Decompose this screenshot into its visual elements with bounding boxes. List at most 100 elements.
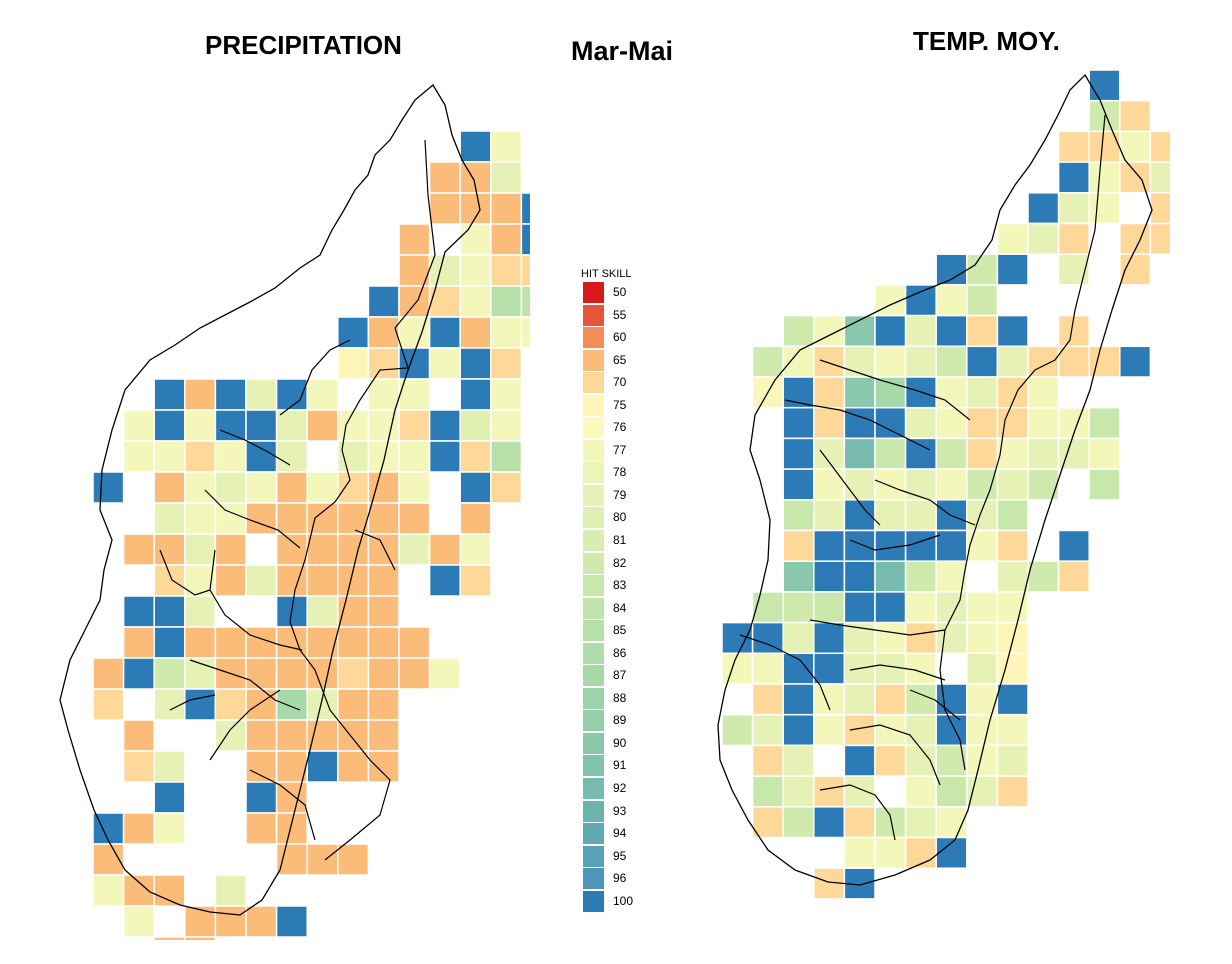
skill-cell — [337, 750, 370, 783]
precipitation-coastline — [59, 84, 481, 916]
skill-cell — [874, 652, 907, 685]
skill-cell — [214, 874, 247, 907]
skill-cell — [459, 223, 492, 256]
skill-cell — [843, 621, 876, 655]
legend-item: 91 — [578, 755, 648, 778]
skill-cell — [904, 775, 937, 808]
skill-cell — [966, 499, 999, 532]
skill-cell — [966, 652, 999, 685]
skill-cell — [966, 376, 999, 409]
skill-cell — [843, 591, 876, 624]
skill-cell — [1088, 192, 1121, 225]
skill-cell — [459, 285, 492, 318]
skill-cell — [813, 806, 846, 839]
legend-item: 89 — [578, 710, 648, 733]
skill-cell — [153, 936, 186, 940]
skill-cell — [1088, 437, 1121, 470]
legend-swatch — [583, 484, 604, 506]
skill-cell — [306, 843, 339, 876]
skill-cell — [245, 750, 278, 783]
skill-cell — [122, 440, 155, 473]
skill-cell — [843, 713, 876, 747]
skill-cell — [904, 591, 937, 624]
skill-cell — [751, 683, 784, 716]
skill-cell — [398, 378, 431, 411]
skill-cell — [92, 874, 125, 907]
skill-cell — [428, 440, 461, 473]
legend-item: 94 — [578, 823, 648, 846]
skill-cell — [1149, 222, 1170, 255]
skill-cell — [153, 378, 186, 411]
skill-cell — [935, 775, 968, 808]
legend-label: 86 — [613, 645, 627, 660]
skill-cell — [245, 719, 278, 752]
skill-cell — [966, 529, 999, 562]
skill-cell — [904, 468, 937, 501]
skill-cell — [904, 406, 937, 440]
skill-cell — [245, 812, 278, 845]
skill-cell — [398, 657, 431, 690]
skill-cell — [843, 744, 876, 777]
legend-label: 94 — [613, 826, 627, 841]
skill-cell — [935, 253, 968, 286]
skill-cell — [459, 254, 492, 287]
skill-cell — [337, 409, 370, 442]
skill-cell — [184, 502, 217, 535]
precipitation-map — [59, 84, 530, 940]
skill-cell — [843, 775, 876, 808]
skill-cell — [459, 130, 492, 163]
skill-cell — [398, 223, 431, 256]
skill-cell — [367, 595, 400, 628]
skill-cell — [122, 409, 155, 442]
legend-label: 96 — [613, 871, 627, 886]
skill-cell — [520, 223, 530, 256]
skill-cell — [367, 347, 400, 380]
skill-cell — [122, 750, 155, 783]
skill-cell — [520, 254, 530, 287]
skill-cell — [214, 502, 247, 535]
skill-cell — [874, 683, 907, 716]
legend-item: 78 — [578, 462, 648, 485]
skill-cell — [1027, 560, 1060, 593]
skill-cell — [813, 591, 846, 624]
skill-cell — [428, 409, 461, 442]
skill-cell — [428, 192, 461, 225]
skill-cell — [122, 874, 155, 907]
skill-cell — [245, 781, 278, 814]
skill-cell — [490, 254, 523, 287]
skill-cell — [275, 905, 308, 938]
skill-cell — [904, 621, 937, 655]
skill-cell — [843, 836, 876, 869]
skill-cell — [490, 192, 523, 225]
skill-cell — [184, 657, 217, 690]
skill-cell — [935, 376, 968, 409]
skill-cell — [813, 683, 846, 716]
skill-cell — [874, 314, 907, 348]
skill-cell — [490, 440, 523, 473]
skill-cell — [398, 502, 431, 535]
legend-label: 90 — [613, 735, 627, 750]
legend-swatch — [583, 349, 604, 371]
skill-cell — [996, 468, 1029, 501]
skill-cell — [935, 621, 968, 655]
skill-cell — [904, 345, 937, 378]
skill-cell — [214, 564, 247, 597]
skill-cell — [904, 744, 937, 777]
skill-cell — [813, 713, 846, 747]
skill-cell — [490, 161, 523, 194]
skill-cell — [367, 440, 400, 473]
skill-cell — [874, 437, 907, 470]
skill-cell — [184, 595, 217, 628]
skill-cell — [122, 812, 155, 845]
legend-title: HIT SKILL — [581, 268, 632, 280]
skill-cell — [337, 626, 370, 659]
skill-cell — [398, 409, 431, 442]
legend-item: 82 — [578, 552, 648, 576]
skill-cell — [996, 560, 1029, 593]
legend-swatch — [583, 304, 604, 326]
skill-cell — [428, 657, 461, 690]
temperature-map — [717, 70, 1170, 900]
skill-cell — [459, 471, 492, 504]
skill-cell — [935, 468, 968, 501]
skill-cell — [337, 657, 370, 690]
